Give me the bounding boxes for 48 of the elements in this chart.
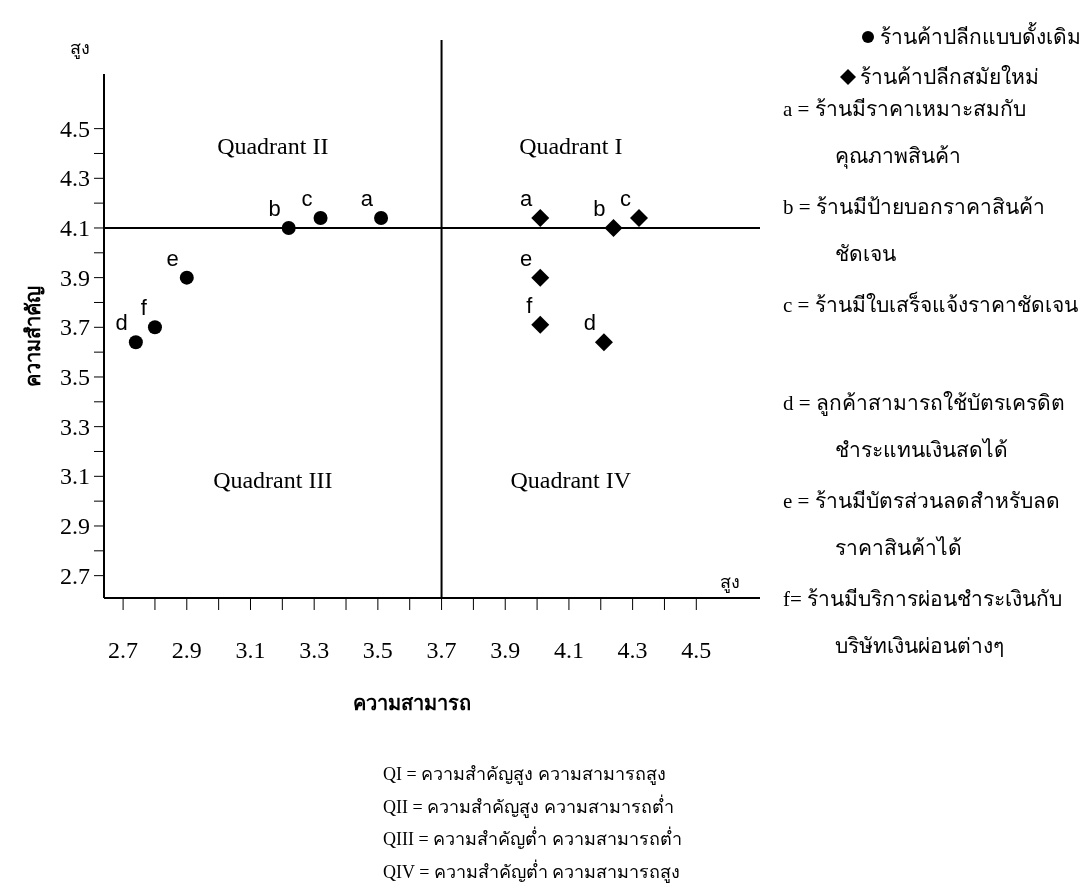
annotation: a — [520, 186, 534, 212]
annotation: f — [140, 295, 148, 321]
annotation: c — [301, 186, 313, 212]
annotation: e — [166, 245, 179, 271]
x-tick-label: 4.1 — [553, 637, 584, 663]
y-tick-label: 2.9 — [60, 512, 90, 539]
annotation: Quadrant II — [217, 133, 329, 159]
text: QI = ความสำคัญสูง ความสามารถสูง — [383, 764, 666, 785]
x-tick-label: 4.3 — [617, 637, 648, 663]
legend-label: ร้านค้าปลีกแบบดั้งเดิม — [880, 22, 1081, 49]
text: c = ร้านมีใบเสร็จแจ้งราคาชัดเจน — [783, 290, 1079, 319]
text: QII = ความสำคัญสูง ความสามารถต่ำ — [383, 793, 674, 818]
y-tick-label: 3.9 — [60, 264, 90, 291]
text: QIV = ความสำคัญต่ำ ความสามารถสูง — [383, 858, 681, 883]
x-tick-label: 3.5 — [362, 637, 393, 663]
annotation: สูง — [720, 572, 740, 593]
legend-label: ร้านค้าปลีกสมัยใหม่ — [860, 65, 1039, 89]
annotation: Quadrant IV — [510, 467, 632, 493]
x-tick-label: 2.9 — [171, 637, 202, 663]
annotation: e — [520, 245, 533, 271]
y-tick-label: 3.1 — [60, 463, 90, 490]
annotation: Quadrant III — [213, 467, 333, 493]
annotation: d — [115, 310, 128, 336]
x-tick-label: 3.3 — [299, 637, 330, 663]
text: สูง — [70, 38, 90, 59]
y-tick-label: 3.7 — [60, 314, 90, 341]
annotation: b — [268, 195, 281, 221]
y-tick-label: 4.3 — [60, 165, 90, 192]
x-tick-label: 3.1 — [235, 637, 266, 663]
annotation: Quadrant I — [519, 133, 623, 159]
x-tick-label: 4.5 — [681, 637, 712, 663]
x-tick-label: 2.7 — [108, 637, 139, 663]
text: QIII = ความสำคัญต่ำ ความสามารถต่ำ — [383, 826, 682, 849]
x-tick-label: 3.9 — [490, 637, 521, 663]
y-tick-label: 4.1 — [60, 214, 90, 241]
annotation: c — [619, 186, 631, 212]
y-tick-label: 3.3 — [60, 413, 90, 440]
text: f= ร้านมีบริการผ่อนชำระเงินกับบริษัทเงินผ่อนต่างๆ — [783, 586, 1064, 660]
y-tick-label: 4.5 — [60, 115, 90, 142]
y-axis-title: ความสำคัญ — [22, 285, 45, 387]
annotation: d — [583, 310, 596, 336]
annotation: a — [360, 186, 374, 212]
x-tick-label: 3.7 — [426, 637, 457, 663]
annotation: b — [593, 195, 606, 221]
annotation: f — [526, 292, 534, 318]
y-tick-label: 3.5 — [60, 363, 90, 390]
x-axis-title: ความสามารถ — [353, 692, 471, 714]
y-tick-label: 2.7 — [60, 562, 90, 589]
